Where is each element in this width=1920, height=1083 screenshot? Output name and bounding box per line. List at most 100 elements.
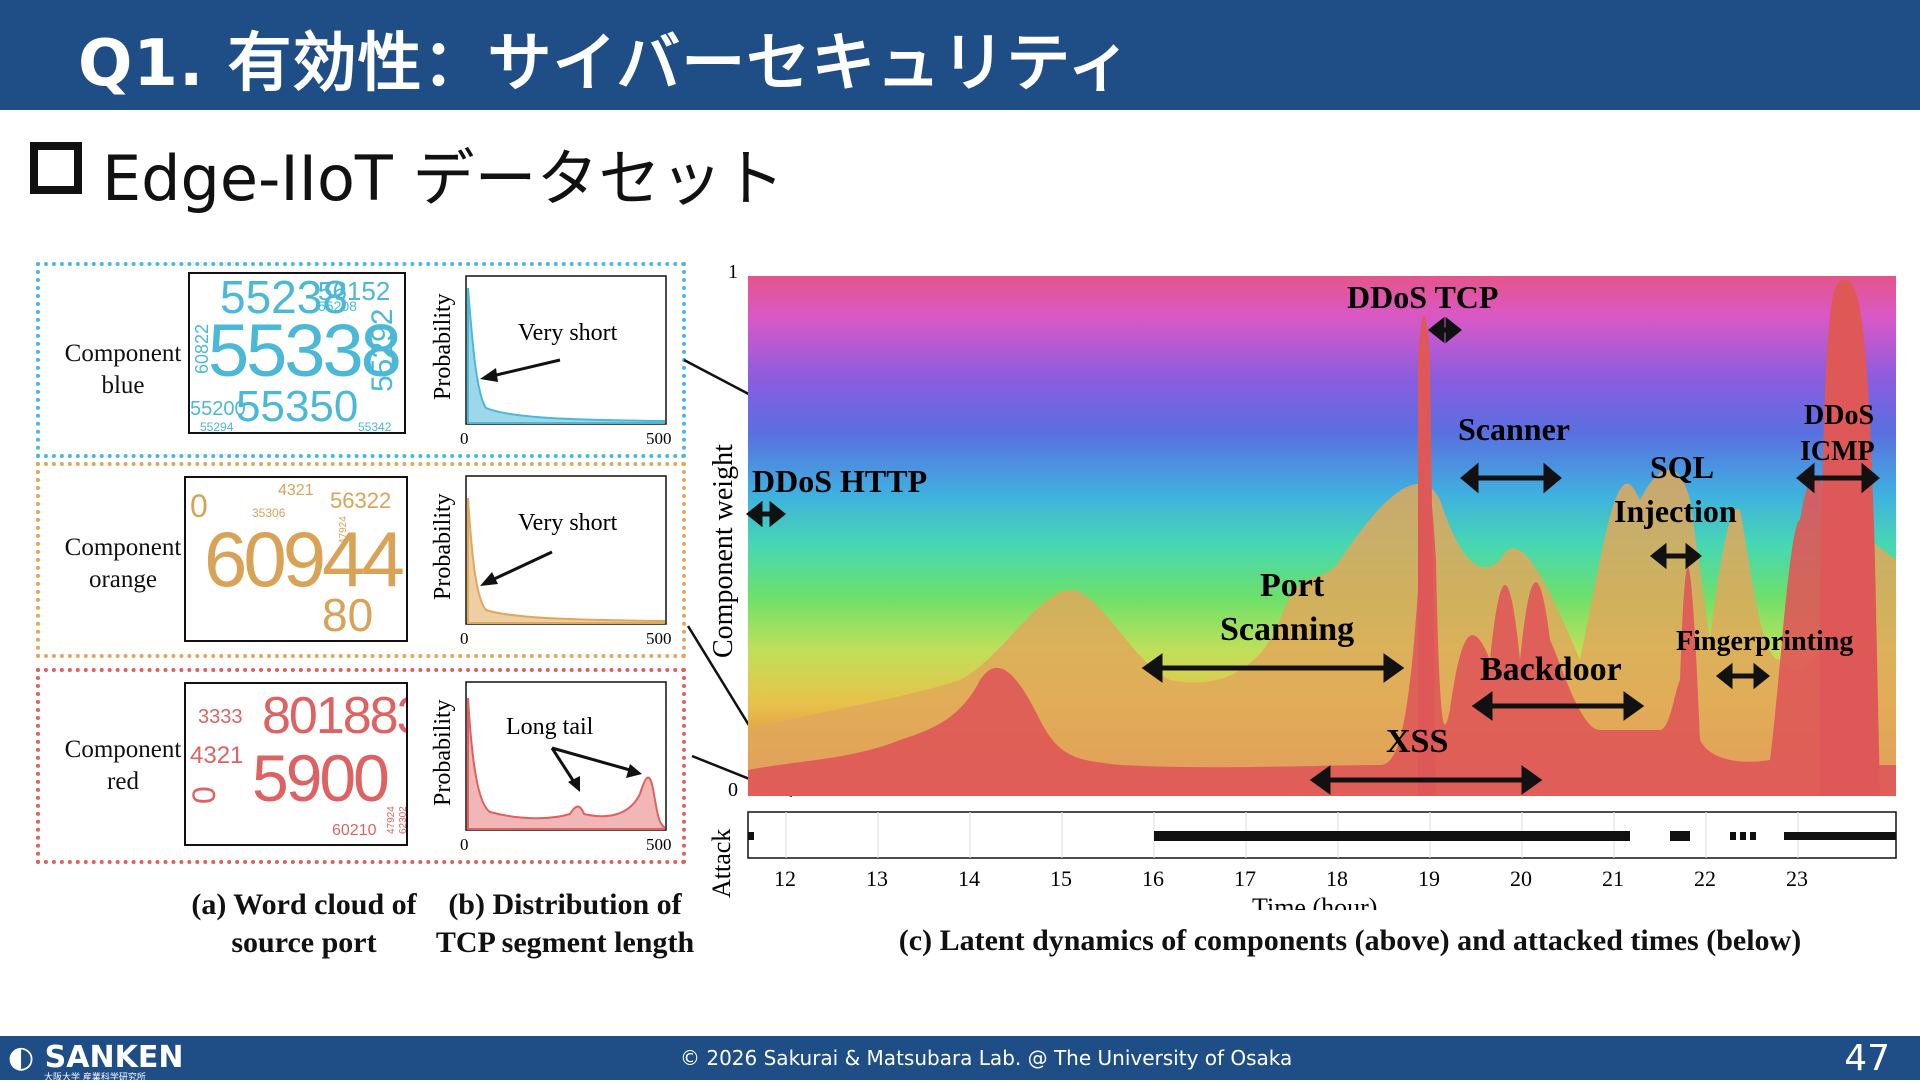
word: 47924 <box>338 516 349 544</box>
stream-band-red-ddostcp <box>1418 315 1436 796</box>
slide-title: Q1. 有効性：サイバーセキュリティ <box>78 27 1133 101</box>
logo-subtext: 大阪大学 産業科学研究所 <box>44 1073 146 1083</box>
stream-band-red-peak <box>1820 280 1880 796</box>
svg-text:23: 23 <box>1786 866 1808 891</box>
histogram-orange: Probability Very short 0 500 <box>430 475 672 648</box>
x-tick: 500 <box>646 429 672 448</box>
label-ddos-icmp-2: ICMP <box>1800 436 1875 467</box>
component-label-line1: Component <box>64 736 182 763</box>
annotation-arrow <box>491 358 561 378</box>
label-ddos-http: DDoS HTTP <box>752 463 927 499</box>
range-arrows <box>745 316 1880 795</box>
square-bullet-icon <box>30 142 82 194</box>
page-number: 47 <box>1844 1038 1890 1079</box>
word: 62302 <box>398 806 408 834</box>
component-label-line1: Component <box>64 534 182 561</box>
attack-label: Attack <box>707 829 736 898</box>
annotation-text: Very short <box>518 320 618 346</box>
word: 4321 <box>278 482 314 499</box>
histogram-fill <box>467 287 665 424</box>
word: 35306 <box>252 506 286 520</box>
component-label-line2: blue <box>101 372 145 399</box>
wordcloud-blue: 55238 56152 55338 55350 55292 55200 5520… <box>188 272 406 434</box>
caption-b-line2: TCP segment length <box>435 926 695 959</box>
annotation-arrow <box>550 747 576 783</box>
x-axis-label: Time (hour) <box>1252 893 1377 910</box>
component-label-line2: red <box>107 768 139 795</box>
attack-markers <box>748 831 1896 841</box>
panel-component-blue: Component blue 55238 56152 55338 55350 5… <box>36 262 686 458</box>
svg-text:16: 16 <box>1142 866 1164 891</box>
word: 47924 <box>386 806 397 834</box>
svg-text:22: 22 <box>1694 866 1716 891</box>
word: 60822 <box>192 323 212 374</box>
stream-band-red <box>748 475 1896 796</box>
component-label: Component red <box>48 734 198 798</box>
y-tick-top: 1 <box>728 261 738 283</box>
word: 60210 <box>332 822 377 839</box>
word: 55208 <box>318 298 357 314</box>
arrow-head <box>480 368 498 382</box>
word: 56322 <box>330 488 392 513</box>
annotation-arrow <box>551 746 631 772</box>
probability-label: Probability <box>430 293 456 400</box>
probability-label: Probability <box>430 493 456 600</box>
word: 55342 <box>358 420 392 434</box>
word: 55200 <box>190 398 246 420</box>
svg-text:20: 20 <box>1510 866 1532 891</box>
label-ddos-tcp: DDoS TCP <box>1347 279 1498 315</box>
wordcloud-red: 801883 5900 3333 4321 0 60210 47924 6230… <box>184 682 408 846</box>
svg-text:13: 13 <box>866 866 888 891</box>
svg-text:17: 17 <box>1234 866 1256 891</box>
logo-text: SANKEN <box>44 1040 184 1075</box>
label-ddos-icmp-1: DDoS <box>1804 400 1874 431</box>
probability-label: Probability <box>430 699 456 806</box>
bullet-text: Edge-IIoT データセット <box>102 142 785 215</box>
svg-text:21: 21 <box>1602 866 1624 891</box>
word: 4321 <box>190 742 244 769</box>
word: 55350 <box>236 382 359 431</box>
y-tick-bottom: 0 <box>728 779 738 801</box>
svg-text:12: 12 <box>774 866 796 891</box>
copyright-text: © 2026 Sakurai & Matsubara Lab. @ The Un… <box>680 1046 1293 1070</box>
word: 3333 <box>198 706 243 728</box>
caption-b-line1: (b) Distribution of <box>448 888 682 921</box>
label-scanner: Scanner <box>1458 411 1570 447</box>
word: 56152 <box>318 276 391 306</box>
histogram-red: Probability Long tail 0 500 <box>430 681 672 854</box>
histogram-blue: Probability Very short 0 500 <box>430 275 672 448</box>
arrow-head <box>480 572 498 586</box>
word: 0 <box>186 786 222 804</box>
svg-text:14: 14 <box>958 866 980 891</box>
x-ticks: 12 13 14 15 16 17 18 19 20 21 22 23 <box>774 866 1808 891</box>
caption-a-line1: (a) Word cloud of <box>191 888 417 921</box>
caption-a: (a) Word cloud of source port <box>146 886 462 962</box>
slide-footer: ◐ SANKEN 大阪大学 産業科学研究所 © 2026 Sakurai & M… <box>0 1036 1920 1083</box>
annotation-text: Very short <box>518 510 618 536</box>
caption-c: (c) Latent dynamics of components (above… <box>898 924 1802 957</box>
label-backdoor: Backdoor <box>1480 651 1622 688</box>
component-label: Component orange <box>48 532 198 596</box>
svg-text:19: 19 <box>1418 866 1440 891</box>
word: 80 <box>322 589 374 641</box>
panel-component-red: Component red 801883 5900 3333 4321 0 60… <box>36 668 686 864</box>
label-xss: XSS <box>1386 723 1448 760</box>
x-tick: 0 <box>460 429 469 448</box>
word: 801883 <box>262 687 408 745</box>
caption-b: (b) Distribution of TCP segment length <box>410 886 720 962</box>
x-tick: 500 <box>646 629 672 648</box>
histogram-fill <box>467 497 665 624</box>
logo-icon: ◐ <box>8 1040 35 1075</box>
label-sql-2: Injection <box>1614 493 1737 529</box>
component-label-line2: orange <box>88 566 158 593</box>
svg-text:18: 18 <box>1326 866 1348 891</box>
annotation-arrow <box>491 550 553 582</box>
label-port-1: Port <box>1260 567 1325 604</box>
y-axis-label: Component weight <box>708 444 739 658</box>
component-label-line1: Component <box>64 340 182 367</box>
word: 60944 <box>204 515 405 603</box>
label-fingerprinting: Fingerprinting <box>1676 626 1853 657</box>
word: 55292 <box>366 308 399 392</box>
svg-text:15: 15 <box>1050 866 1072 891</box>
stream-chart: Component weight 1 0 DDoS HTTP DDoS TCP … <box>707 261 1897 910</box>
